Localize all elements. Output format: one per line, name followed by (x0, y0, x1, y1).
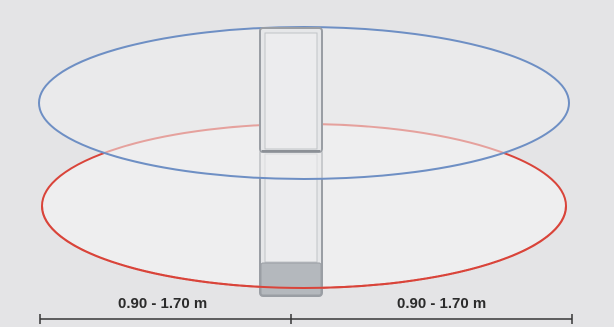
dimension-label-left: 0.90 - 1.70 m (118, 295, 208, 312)
antenna-base (260, 262, 322, 296)
dimension-label-right: 0.90 - 1.70 m (397, 295, 487, 312)
dimension-line (39, 314, 573, 324)
antenna-upper (259, 27, 323, 153)
lower-zone-front-edge (41, 205, 567, 289)
antenna-upper-inner (264, 32, 318, 150)
